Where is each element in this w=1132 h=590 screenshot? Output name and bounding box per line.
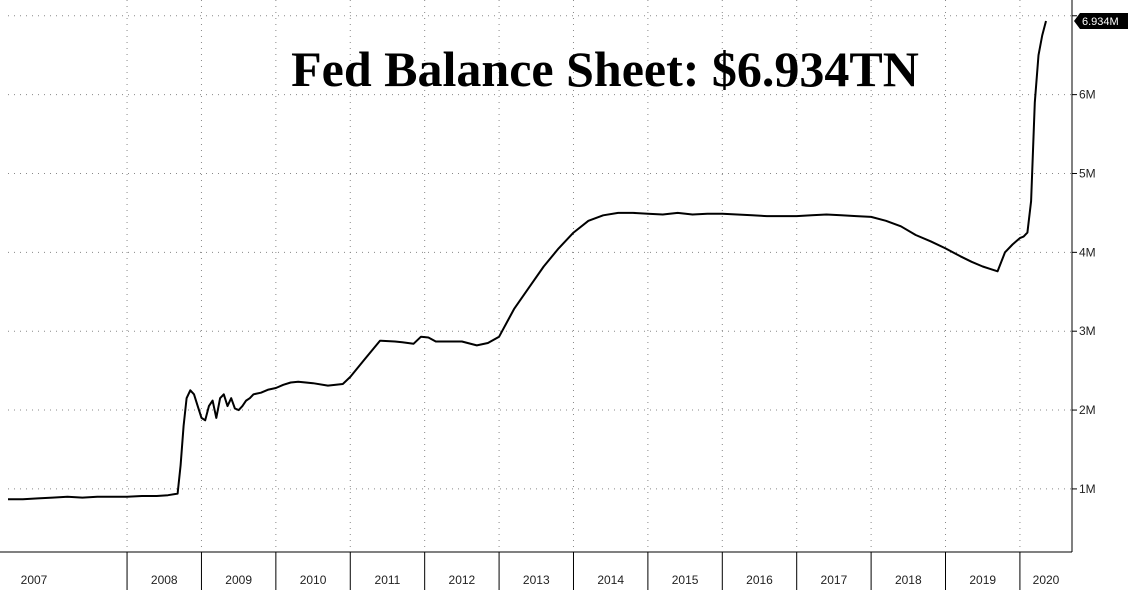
x-tick-label: 2015	[672, 573, 699, 587]
grid-layer	[8, 0, 1072, 552]
x-tick-label: 2013	[523, 573, 550, 587]
x-tick-label: 2009	[225, 573, 252, 587]
series-line	[8, 20, 1047, 501]
y-tick-label: 3M	[1079, 324, 1096, 338]
x-tick-label: 2011	[375, 573, 401, 587]
x-tick-label: 2014	[597, 573, 624, 587]
x-tick-label: 2018	[895, 573, 922, 587]
x-tick-label: 2020	[1033, 573, 1060, 587]
y-tick-label: 6M	[1079, 88, 1096, 102]
series-layer	[8, 20, 1047, 501]
last-value-label: 6.934M	[1082, 16, 1119, 28]
x-tick-label: 2012	[449, 573, 476, 587]
y-tick-label: 2M	[1079, 403, 1096, 417]
x-tick-label: 2019	[969, 573, 996, 587]
axis-layer: 1M 2M 3M 4M 5M 6M 2007 2008 2009 2010 2011 2012 2013…	[0, 0, 1096, 590]
last-value-badge: 6.934M	[1074, 12, 1128, 29]
x-tick-label: 2017	[821, 573, 848, 587]
y-tick-label: 4M	[1079, 245, 1096, 259]
x-tick-label: 2007	[21, 573, 48, 587]
last-value-badge-shape	[1074, 12, 1128, 29]
chart-title: Fed Balance Sheet: $6.934TN	[291, 41, 919, 97]
x-tick-label: 2016	[746, 573, 773, 587]
y-tick-label: 5M	[1079, 166, 1096, 180]
y-tick-label: 1M	[1079, 482, 1096, 496]
x-tick-label: 2008	[151, 573, 178, 587]
x-tick-label: 2010	[300, 573, 327, 587]
